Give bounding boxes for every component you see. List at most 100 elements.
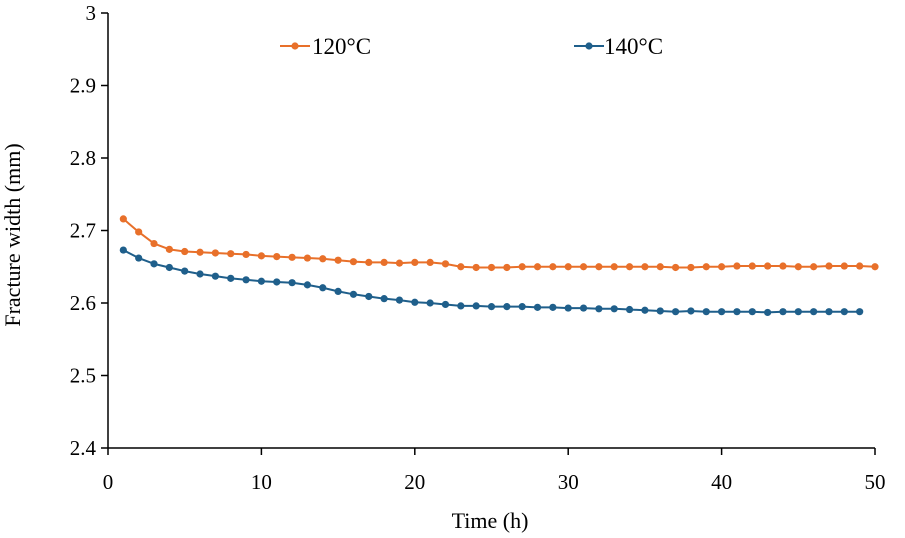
data-point-140c [181, 267, 189, 275]
data-point-140c [242, 276, 250, 284]
data-point-140c [349, 290, 358, 298]
series-line-120c [122, 218, 876, 269]
data-point-140c [718, 308, 726, 316]
data-point-140c [687, 307, 695, 315]
legend-item-140c: 140°C [574, 34, 663, 59]
data-point-140c [135, 254, 143, 262]
data-point-120c [810, 263, 818, 271]
legend-item-120c: 120°C [280, 34, 371, 59]
data-point-140c [257, 277, 265, 285]
y-tick-label: 2.7 [70, 219, 96, 243]
data-point-140c [457, 302, 465, 310]
data-point-120c [365, 258, 373, 266]
data-point-140c [273, 278, 281, 286]
data-point-120c [319, 255, 327, 263]
y-tick-label: 2.9 [70, 74, 96, 98]
data-point-120c [641, 263, 649, 271]
series-140c [119, 246, 864, 317]
series-120c [119, 215, 879, 272]
data-point-140c [150, 260, 158, 268]
data-point-120c [779, 262, 787, 270]
data-point-140c [395, 296, 404, 304]
x-tick-label: 40 [711, 470, 732, 494]
data-point-120c [503, 263, 511, 272]
data-point-140c [840, 308, 848, 316]
data-point-120c [411, 258, 419, 266]
data-point-120c [718, 263, 726, 271]
data-point-120c [549, 263, 557, 271]
data-point-120c [856, 262, 864, 270]
data-point-140c [518, 303, 526, 311]
data-point-120c [135, 228, 143, 236]
y-axis-title: Fracture width (mm) [0, 143, 25, 326]
data-point-140c [656, 307, 664, 315]
data-point-140c [764, 308, 772, 317]
data-point-120c [288, 253, 296, 261]
data-point-120c [825, 262, 833, 270]
x-tick-label: 50 [865, 470, 886, 494]
data-point-140c [625, 305, 634, 314]
axes [107, 13, 875, 449]
data-point-120c [733, 262, 741, 270]
data-point-120c [472, 263, 480, 272]
data-point-120c [426, 258, 434, 266]
data-point-140c [288, 279, 296, 287]
series-layer [119, 215, 879, 317]
data-point-140c [733, 308, 741, 316]
data-point-120c [794, 263, 802, 271]
x-tick-label: 20 [404, 470, 425, 494]
x-axis-title: Time (h) [452, 508, 529, 533]
data-point-120c [748, 262, 756, 270]
data-point-120c [334, 256, 342, 264]
data-point-120c [441, 260, 450, 268]
x-tick-label: 0 [103, 470, 114, 494]
data-point-140c [794, 308, 802, 316]
y-tick-label: 3 [86, 1, 97, 25]
data-point-140c [825, 308, 833, 316]
data-point-120c [257, 252, 265, 260]
data-point-140c [503, 303, 511, 311]
data-point-120c [702, 263, 710, 271]
data-point-140c [319, 284, 327, 292]
data-point-140c [380, 295, 388, 303]
data-point-140c [303, 281, 312, 289]
data-point-140c [748, 308, 756, 316]
data-point-140c [533, 303, 542, 311]
legend-marker-140c [585, 42, 593, 50]
y-tick-label: 2.4 [70, 436, 97, 460]
data-point-140c [487, 303, 496, 311]
data-point-140c [472, 302, 480, 310]
data-point-120c [196, 248, 204, 256]
data-point-140c [702, 308, 710, 316]
data-point-140c [549, 303, 557, 311]
data-point-120c [487, 263, 496, 272]
data-point-140c [641, 306, 649, 314]
data-point-120c [518, 263, 526, 271]
data-point-120c [533, 263, 542, 271]
data-point-140c [165, 263, 173, 272]
data-point-120c [656, 263, 664, 271]
data-point-140c [227, 274, 235, 282]
data-point-120c [242, 250, 250, 259]
data-point-120c [380, 258, 388, 266]
data-point-120c [595, 263, 603, 271]
x-tick-label: 10 [251, 470, 272, 494]
data-point-140c [856, 308, 864, 316]
data-point-120c [150, 239, 158, 248]
data-point-120c [119, 215, 127, 223]
data-point-140c [119, 246, 127, 254]
data-point-120c [181, 247, 189, 256]
data-point-140c [334, 287, 342, 295]
data-point-140c [426, 299, 434, 307]
x-axis-ticks: 0 10 20 30 40 50 [103, 448, 886, 494]
data-point-120c [564, 263, 572, 271]
data-point-140c [595, 305, 603, 313]
data-point-140c [564, 304, 572, 312]
data-point-120c [871, 263, 879, 271]
y-tick-label: 2.5 [70, 364, 96, 388]
legend-label-140c: 140°C [604, 34, 663, 59]
data-point-120c [349, 258, 358, 266]
data-point-120c [764, 262, 772, 270]
data-point-140c [196, 270, 204, 278]
